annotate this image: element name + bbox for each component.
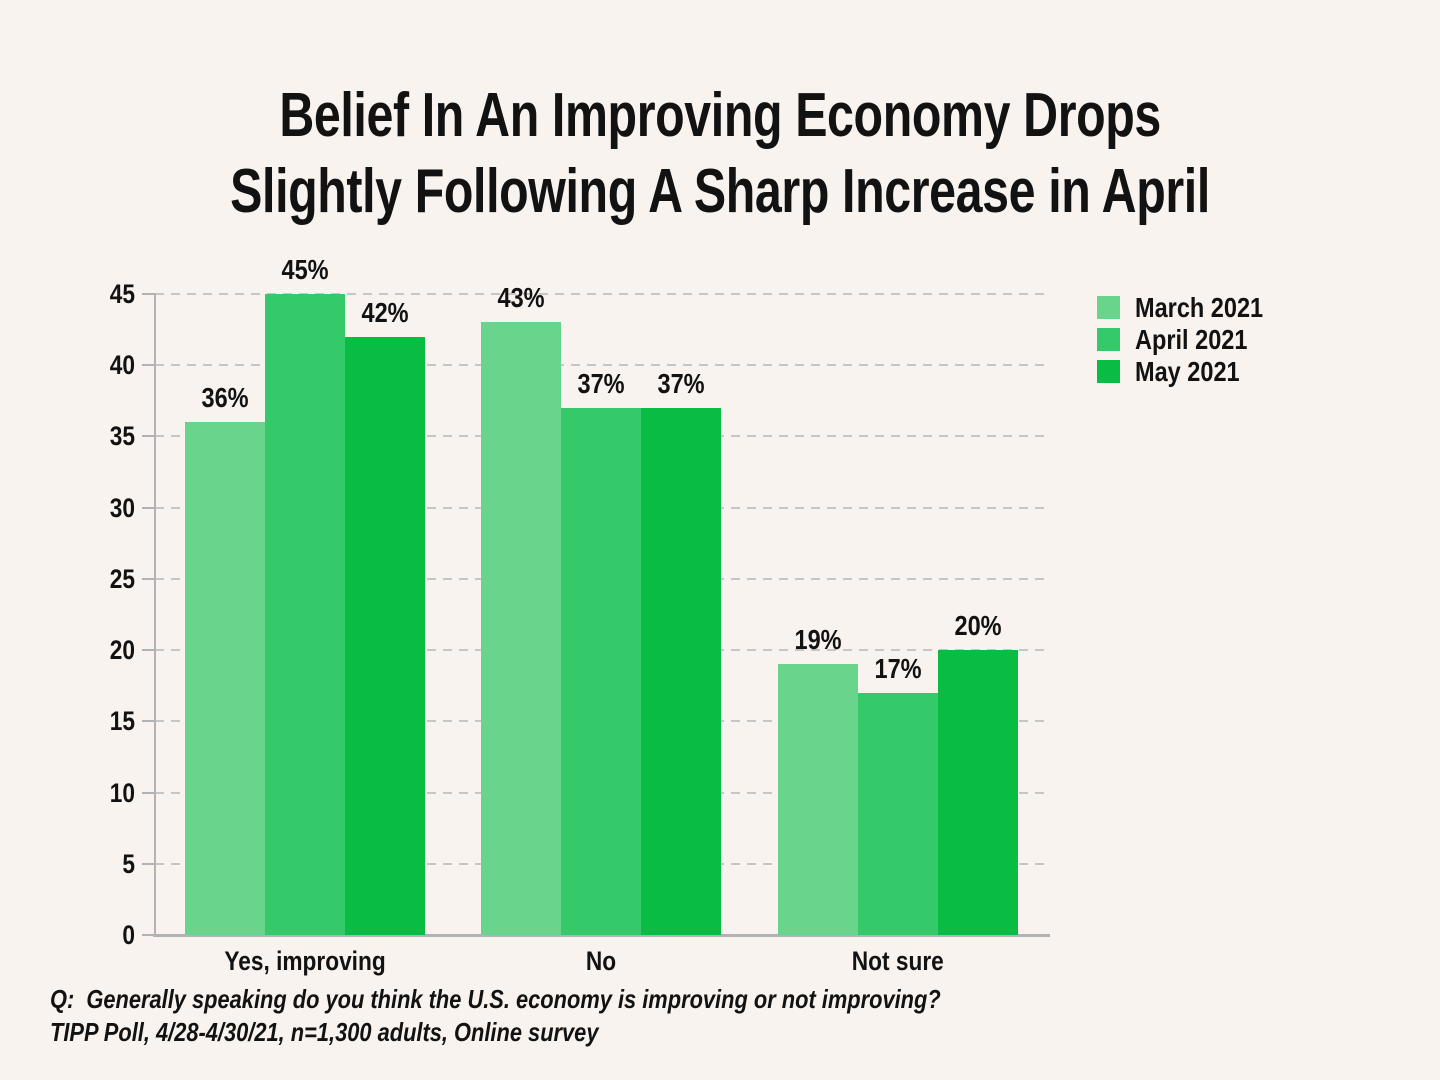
y-axis-tick-label-20: 20 — [65, 635, 135, 665]
footer-source: TIPP Poll, 4/28-4/30/21, n=1,300 adults,… — [50, 1016, 1110, 1049]
y-axis-tick-30 — [142, 506, 155, 509]
gridline-40 — [155, 364, 1050, 367]
footer: Q: Generally speaking do you think the U… — [50, 983, 1110, 1049]
chart-title: Belief In An Improving Economy Drops Sli… — [0, 78, 1440, 230]
bar-april-2021-yes-improving — [265, 294, 345, 935]
bar-value-label-april-2021-not-sure-text: 17% — [874, 652, 922, 684]
bar-value-label-march-2021-no-text: 43% — [497, 282, 545, 314]
y-axis-tick-15 — [142, 720, 155, 723]
x-axis-category-label-no: No — [451, 945, 751, 977]
y-axis-tick-label-45: 45 — [65, 279, 135, 309]
y-axis-tick-label-5: 5 — [65, 849, 135, 879]
y-axis-tick-label-15: 15 — [65, 706, 135, 736]
y-axis-tick-45 — [142, 293, 155, 295]
y-axis-tick-35 — [142, 435, 155, 438]
bar-march-2021-yes-improving — [185, 422, 265, 935]
y-axis-tick-label-25-text: 25 — [109, 563, 135, 594]
footer-question-text: Q: Generally speaking do you think the U… — [50, 984, 941, 1014]
bar-value-label-may-2021-no-text: 37% — [657, 367, 705, 399]
legend: March 2021 April 2021 May 2021 — [1097, 292, 1288, 392]
legend-row-april-2021: April 2021 — [1097, 324, 1288, 355]
legend-label-march-2021: March 2021 — [1135, 292, 1288, 323]
bar-april-2021-no — [561, 407, 641, 935]
footer-question: Q: Generally speaking do you think the U… — [50, 983, 1110, 1016]
chart-title-line-1-text: Belief In An Improving Economy Drops — [279, 81, 1161, 150]
bar-value-label-may-2021-not-sure: 20% — [908, 610, 1048, 642]
bar-value-label-may-2021-no: 37% — [611, 368, 751, 400]
bar-value-label-may-2021-yes-improving: 42% — [315, 297, 455, 329]
legend-swatch-april-2021 — [1097, 328, 1120, 351]
bar-march-2021-not-sure — [778, 664, 858, 935]
y-axis-tick-label-40-text: 40 — [109, 350, 135, 381]
y-axis-tick-5 — [142, 862, 155, 865]
y-axis-tick-label-5-text: 5 — [122, 848, 135, 879]
y-axis-tick-label-40: 40 — [65, 350, 135, 380]
y-axis-tick-25 — [142, 577, 155, 580]
y-axis-tick-label-10-text: 10 — [109, 777, 135, 808]
bar-may-2021-no — [641, 407, 721, 935]
bar-value-label-april-2021-yes-improving-text: 45% — [281, 254, 329, 285]
y-axis-tick-label-25: 25 — [65, 564, 135, 594]
legend-row-march-2021: March 2021 — [1097, 292, 1288, 323]
x-axis-category-label-yes-improving-text: Yes, improving — [224, 946, 386, 976]
chart-title-line-2: Slightly Following A Sharp Increase in A… — [0, 154, 1440, 230]
bar-value-label-april-2021-yes-improving: 45% — [235, 254, 375, 286]
y-axis-tick-label-0: 0 — [65, 920, 135, 950]
y-axis-tick-20 — [142, 649, 155, 652]
bar-value-label-april-2021-no: 37% — [531, 368, 671, 400]
x-axis-category-label-yes-improving: Yes, improving — [155, 945, 455, 977]
y-axis-tick-label-0-text: 0 — [122, 920, 135, 950]
x-axis-category-label-not-sure-text: Not sure — [851, 946, 945, 976]
bar-value-label-may-2021-yes-improving-text: 42% — [361, 296, 409, 328]
chart-title-line-2-text: Slightly Following A Sharp Increase in A… — [230, 157, 1210, 226]
legend-swatch-march-2021 — [1097, 296, 1120, 319]
legend-label-text-april-2021: April 2021 — [1135, 324, 1248, 355]
y-axis-tick-label-10: 10 — [65, 778, 135, 808]
bar-april-2021-not-sure — [858, 692, 938, 935]
bar-may-2021-yes-improving — [345, 336, 425, 935]
bar-value-label-april-2021-no-text: 37% — [577, 367, 625, 399]
y-axis-line — [154, 293, 156, 936]
x-axis-line — [153, 934, 1050, 937]
chart-title-line-1: Belief In An Improving Economy Drops — [0, 78, 1440, 154]
gridline-45 — [155, 293, 1050, 295]
legend-row-may-2021: May 2021 — [1097, 356, 1288, 387]
x-axis-category-label-no-text: No — [585, 946, 617, 976]
bar-value-label-march-2021-yes-improving-text: 36% — [201, 382, 249, 414]
y-axis-tick-label-35-text: 35 — [109, 421, 135, 452]
bar-value-label-april-2021-not-sure: 17% — [828, 653, 968, 685]
legend-label-april-2021: April 2021 — [1135, 324, 1269, 355]
bar-may-2021-not-sure — [938, 650, 1018, 935]
legend-label-text-may-2021: May 2021 — [1135, 356, 1240, 387]
bar-value-label-march-2021-yes-improving: 36% — [155, 382, 295, 414]
bar-value-label-march-2021-no: 43% — [451, 282, 591, 314]
footer-source-text: TIPP Poll, 4/28-4/30/21, n=1,300 adults,… — [50, 1017, 599, 1047]
bar-value-label-march-2021-not-sure: 19% — [748, 624, 888, 656]
y-axis-tick-label-45-text: 45 — [109, 279, 135, 309]
bar-value-label-may-2021-not-sure-text: 20% — [954, 610, 1002, 642]
y-axis-tick-0 — [142, 934, 155, 936]
legend-swatch-may-2021 — [1097, 360, 1120, 383]
y-axis-tick-10 — [142, 791, 155, 794]
legend-label-may-2021: May 2021 — [1135, 356, 1260, 387]
y-axis-tick-label-20-text: 20 — [109, 635, 135, 666]
y-axis-tick-label-30-text: 30 — [109, 492, 135, 523]
y-axis-tick-label-15-text: 15 — [109, 706, 135, 737]
bar-march-2021-no — [481, 322, 561, 935]
y-axis-tick-label-30: 30 — [65, 493, 135, 523]
y-axis-tick-label-35: 35 — [65, 421, 135, 451]
bar-value-label-march-2021-not-sure-text: 19% — [794, 624, 842, 656]
legend-label-text-march-2021: March 2021 — [1135, 292, 1264, 323]
y-axis-tick-40 — [142, 364, 155, 367]
x-axis-category-label-not-sure: Not sure — [748, 945, 1048, 977]
